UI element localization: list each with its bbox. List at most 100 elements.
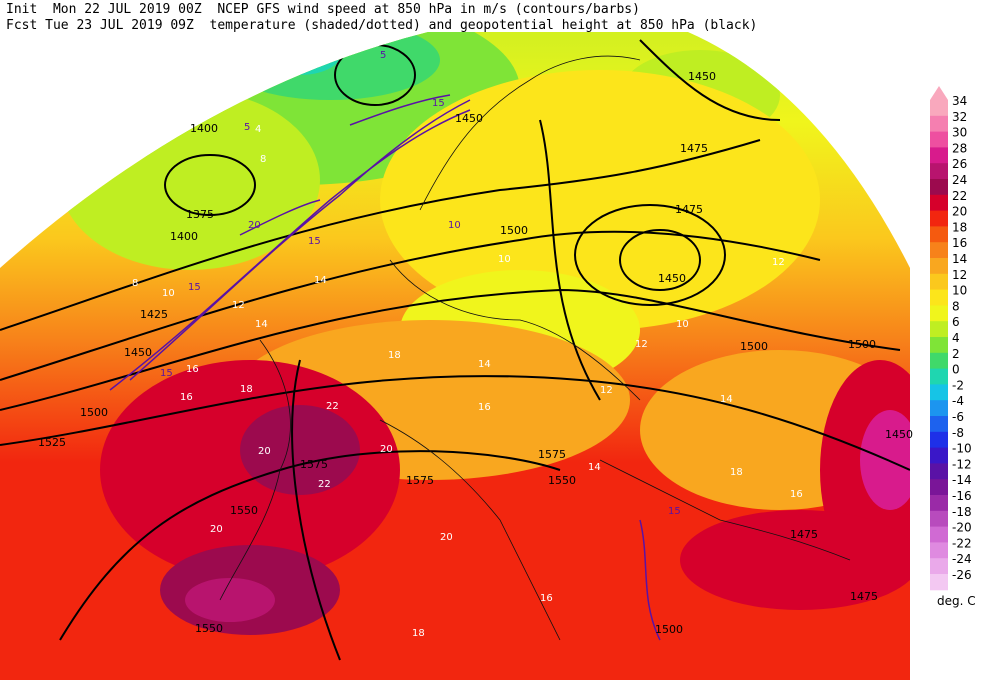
colorbar-swatch [930, 115, 948, 133]
colorbar-swatch [930, 479, 948, 496]
colorbar-units: deg. C [937, 594, 976, 608]
height-contour-label: 1550 [548, 474, 576, 487]
height-contour-label: 1575 [300, 458, 328, 471]
colorbar-swatch [930, 273, 948, 291]
temperature-contour-label: 18 [240, 384, 253, 395]
height-contour-label: 1450 [688, 70, 716, 83]
colorbar-label: 12 [952, 268, 967, 282]
temperature-contour-label: 18 [388, 350, 401, 361]
height-contour-label: 1475 [675, 203, 703, 216]
colorbar-label: 16 [952, 236, 967, 250]
temperature-contour-label: 8 [132, 278, 138, 289]
temperature-contour-label: 16 [478, 402, 491, 413]
colorbar-swatch [930, 510, 948, 528]
colorbar-label: -8 [952, 426, 964, 440]
colorbar-swatch [930, 179, 948, 196]
temperature-contour-label: 20 [440, 532, 453, 543]
colorbar-label: -4 [952, 394, 964, 408]
temperature-contour-label: 20 [210, 524, 223, 535]
height-contour-label: 1450 [885, 428, 913, 441]
height-contour-label: 1525 [38, 436, 66, 449]
colorbar-swatch [930, 163, 948, 180]
height-contour-label: 1400 [190, 122, 218, 135]
colorbar-label: -22 [952, 536, 972, 550]
colorbar-swatch [930, 210, 948, 227]
height-contour-label: 1425 [140, 308, 168, 321]
colorbar-label: 24 [952, 173, 967, 187]
colorbar-label: 14 [952, 252, 967, 266]
colorbar-label: 2 [952, 347, 960, 361]
colorbar-label: 10 [952, 284, 967, 298]
colorbar-label: 22 [952, 189, 967, 203]
colorbar-swatch [930, 447, 948, 464]
height-contour-label: 1450 [658, 272, 686, 285]
wind-contour-label: 20 [248, 220, 261, 231]
colorbar-label: 4 [952, 331, 960, 345]
colorbar-swatch [930, 305, 948, 322]
colorbar: 3432302826242220181614121086420-2-4-6-8-… [930, 86, 972, 591]
height-contour-label: 1550 [195, 622, 223, 635]
colorbar-swatch [930, 147, 948, 164]
colorbar-swatch [930, 289, 948, 306]
colorbar-swatch [930, 416, 948, 433]
height-contour-label: 1475 [680, 142, 708, 155]
height-contour-label: 1500 [848, 338, 876, 351]
colorbar-label: -6 [952, 410, 964, 424]
colorbar-label: 28 [952, 141, 967, 155]
height-contour-label: 1375 [186, 208, 214, 221]
temperature-contour-label: 14 [314, 275, 327, 286]
wind-contour-label: 15 [188, 282, 201, 293]
height-contour-label: 1500 [655, 623, 683, 636]
temperature-contour-label: 18 [730, 467, 743, 478]
colorbar-top-arrow [930, 86, 948, 100]
height-contours [0, 39, 910, 661]
temperature-contour-label: 14 [720, 394, 733, 405]
temperature-contour-label: 8 [260, 154, 266, 165]
temperature-contour-label: 12 [232, 300, 245, 311]
temperature-contour-label: 20 [258, 446, 271, 457]
height-contour-label: 1475 [850, 590, 878, 603]
temperature-contour-label: 10 [162, 288, 175, 299]
temperature-contour-label: 10 [498, 254, 511, 265]
height-contour-label: 1450 [455, 112, 483, 125]
temperature-contour-label: 16 [540, 593, 553, 604]
temperature-contour-label: 20 [380, 444, 393, 455]
height-contour-label: 1550 [230, 504, 258, 517]
wind-contour-label: 10 [448, 220, 461, 231]
colorbar-swatch [930, 258, 948, 275]
header-line-init: Init Mon 22 JUL 2019 00Z NCEP GFS wind s… [6, 2, 640, 17]
colorbar-swatch [930, 100, 948, 117]
colorbar-label: -26 [952, 568, 972, 582]
colorbar-swatch [930, 321, 948, 338]
height-contour-label: 1400 [170, 230, 198, 243]
temperature-contour-label: 16 [186, 364, 199, 375]
colorbar-swatch [930, 463, 948, 480]
wind-contour-label: 15 [160, 368, 173, 379]
colorbar-label: -16 [952, 489, 972, 503]
colorbar-swatch [930, 431, 948, 449]
colorbar-label: 8 [952, 299, 960, 313]
temperature-contour-label: 12 [772, 257, 785, 268]
colorbar-label: 0 [952, 363, 960, 377]
colorbar-swatch [930, 131, 948, 148]
colorbar-swatch [930, 400, 948, 417]
colorbar-swatch [930, 226, 948, 243]
colorbar-label: -24 [952, 552, 972, 566]
wind-contour-label: 15 [308, 236, 321, 247]
temperature-contour-label: 10 [676, 319, 689, 330]
colorbar-swatch [930, 495, 948, 512]
temperature-contour-label: 14 [478, 359, 491, 370]
colorbar-swatch [930, 352, 948, 370]
colorbar-swatch [930, 337, 948, 354]
colorbar-label: 26 [952, 157, 967, 171]
temperature-contour-label: 16 [790, 489, 803, 500]
temperature-contour-label: 4 [255, 124, 261, 135]
temperature-contour-label: 14 [255, 319, 268, 330]
colorbar-swatch [930, 574, 948, 591]
colorbar-label: 20 [952, 205, 967, 219]
colorbar-label: 18 [952, 220, 967, 234]
colorbar-label: -18 [952, 505, 972, 519]
temperature-contour-label: 12 [635, 339, 648, 350]
wind-contour-label: 15 [432, 98, 445, 109]
